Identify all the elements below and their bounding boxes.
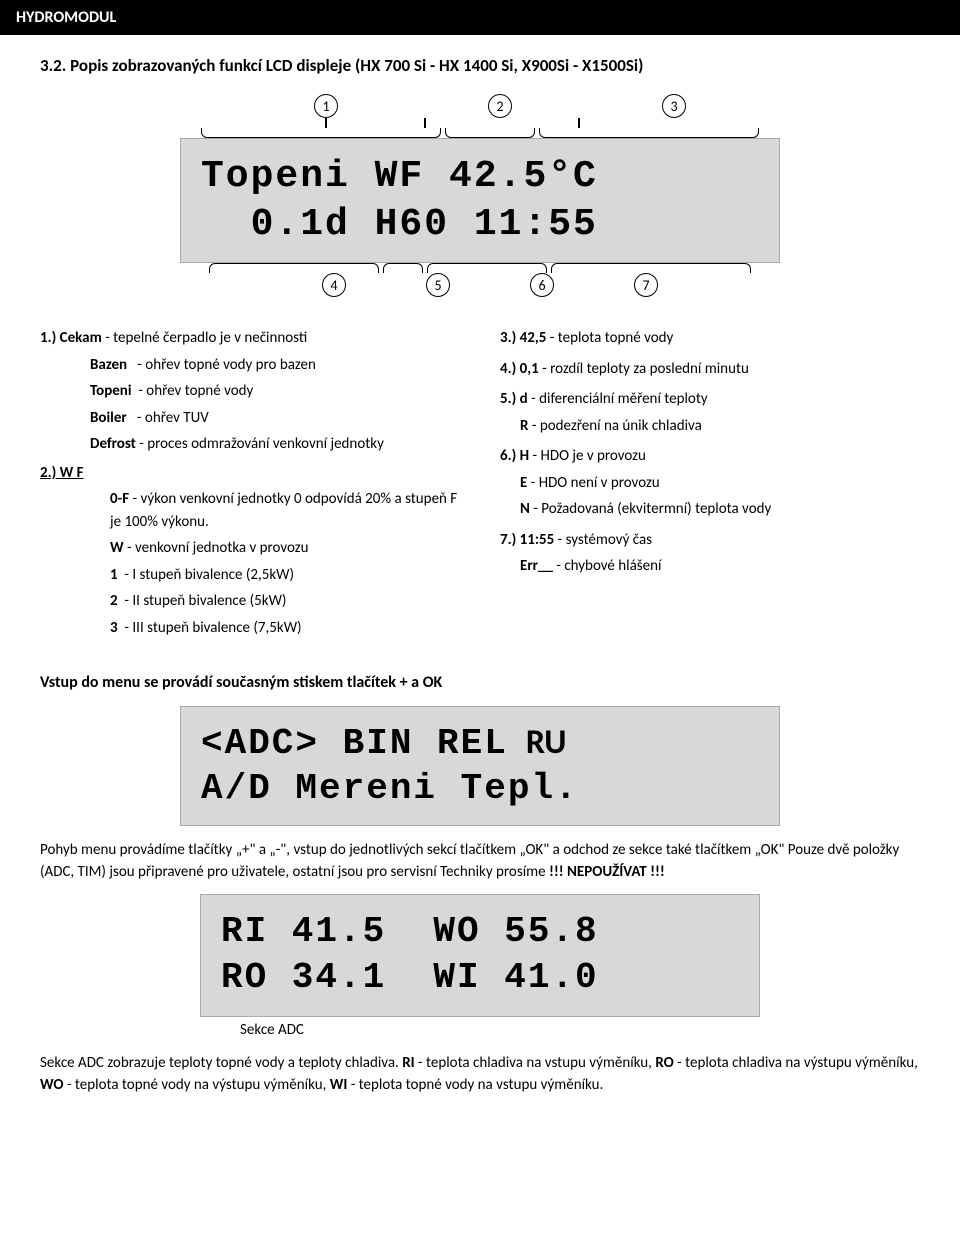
l-s1-d: - I stupeň bivalence (2,5kW) <box>124 566 294 584</box>
l-wf: 2.) W F <box>40 464 84 482</box>
r5b-d: - podezření na únik chladiva <box>532 417 702 435</box>
lcd2-ru: RU <box>526 722 567 765</box>
callout-6: 6 <box>530 273 554 297</box>
l-defrost-d: - proces odmražování venkovní jednotky <box>139 435 384 453</box>
menu-entry-note: Vstup do menu se provádí současným stisk… <box>40 673 920 692</box>
p2-ri: RI <box>402 1054 414 1072</box>
r4: 4.) 0,1 <box>500 360 539 378</box>
l-s1: 1 <box>110 566 118 584</box>
lcd-display-3: RI 41.5 WO 55.8 RO 34.1 WI 41.0 <box>200 894 760 1018</box>
menu-instructions: Pohyb menu provádíme tlačítky „+" a „-",… <box>40 840 920 884</box>
legend-left: 1.) Cekam - tepelné čerpadlo je v nečinn… <box>40 327 460 643</box>
p2-ro: RO <box>655 1054 673 1072</box>
lcd2-line2: A/D Mereni Tepl. <box>201 766 759 811</box>
p2c: - teplota chladiva na výstupu výměníku, <box>674 1054 918 1072</box>
l-s2-d: - II stupeň bivalence (5kW) <box>124 592 286 610</box>
callout-1: 1 <box>314 94 338 118</box>
l-bazen: Bazen <box>90 356 127 374</box>
p2-wo: WO <box>40 1076 64 1094</box>
r6c: N <box>520 500 530 518</box>
lcd1-line1: Topeni WF 42.5°C <box>201 153 759 201</box>
l-s3: 3 <box>110 619 118 637</box>
r4-d: - rozdíl teploty za poslední minutu <box>542 360 749 378</box>
para1-warn: !!! NEPOUŽÍVAT !!! <box>549 863 665 881</box>
legend-columns: 1.) Cekam - tepelné čerpadlo je v nečinn… <box>40 327 920 643</box>
lcd-display-1-wrap: 1 2 3 Topeni WF 42.5°C 0.1d H60 11:55 4 … <box>180 94 780 297</box>
p2-wi: WI <box>330 1076 348 1094</box>
content-area: 3.2. Popis zobrazovaných funkcí LCD disp… <box>0 35 960 1127</box>
l-of: 0-F <box>110 490 129 508</box>
r5-d: - diferenciální měření teploty <box>531 390 708 408</box>
r5: 5.) d <box>500 390 528 408</box>
callout-3: 3 <box>662 94 686 118</box>
r6b: E <box>520 474 527 492</box>
lcd-display-2-wrap: <ADC> BIN REL RU A/D Mereni Tepl. <box>180 706 780 826</box>
r6c-d: - Požadovaná (ekvitermní) teplota vody <box>533 500 771 518</box>
lcd-display-2: <ADC> BIN REL RU A/D Mereni Tepl. <box>180 706 780 826</box>
l-cekam: 1.) Cekam <box>40 329 102 347</box>
l-w: W <box>110 539 124 557</box>
l-boiler: Boiler <box>90 409 127 427</box>
l-cekam-d: - tepelné čerpadlo je v nečinnosti <box>105 329 307 347</box>
l-w-d: - venkovní jednotka v provozu <box>127 539 308 557</box>
p2d: - teplota topné vody na výstupu výměníku… <box>64 1076 330 1094</box>
lcd3-line2: RO 34.1 WI 41.0 <box>221 955 739 1002</box>
lcd1-line2: 0.1d H60 11:55 <box>201 201 759 249</box>
callout-7: 7 <box>634 273 658 297</box>
l-s3-d: - III stupeň bivalence (7,5kW) <box>124 619 301 637</box>
r7b: Err__ <box>520 557 553 575</box>
legend-right: 3.) 42,5 - teplota topné vody 4.) 0,1 - … <box>500 327 920 643</box>
r6: 6.) H <box>500 447 529 465</box>
r6b-d: - HDO není v provozu <box>531 474 660 492</box>
para1-text: Pohyb menu provádíme tlačítky „+" a „-",… <box>40 841 899 881</box>
r7: 7.) 11:55 <box>500 531 554 549</box>
r7b-d: - chybové hlášení <box>556 557 661 575</box>
p2e: - teplota topné vody na vstupu výměníku. <box>347 1076 603 1094</box>
l-topeni: Topeni <box>90 382 132 400</box>
l-s2: 2 <box>110 592 118 610</box>
header-bar: HYDROMODUL <box>0 0 960 35</box>
r6-d: - HDO je v provozu <box>533 447 646 465</box>
p2b: - teplota chladiva na vstupu výměníku, <box>415 1054 656 1072</box>
lcd3-line1: RI 41.5 WO 55.8 <box>221 909 739 956</box>
r3-d: - teplota topné vody <box>550 329 674 347</box>
lcd-display-1: Topeni WF 42.5°C 0.1d H60 11:55 <box>180 138 780 263</box>
callout-2: 2 <box>488 94 512 118</box>
l-defrost: Defrost <box>90 435 136 453</box>
l-of-d: - výkon venkovní jednotky 0 odpovídá 20%… <box>110 490 457 531</box>
section-title: 3.2. Popis zobrazovaných funkcí LCD disp… <box>40 55 920 76</box>
callout-5: 5 <box>426 273 450 297</box>
r5b: R <box>520 417 528 435</box>
l-topeni-d: - ohřev topné vody <box>138 382 253 400</box>
adc-description: Sekce ADC zobrazuje teploty topné vody a… <box>40 1053 920 1097</box>
l-bazen-d: - ohřev topné vody pro bazen <box>137 356 316 374</box>
callout-4: 4 <box>322 273 346 297</box>
r3: 3.) 42,5 <box>500 329 546 347</box>
l-boiler-d: - ohřev TUV <box>137 409 209 427</box>
sekce-adc-label: Sekce ADC <box>240 1021 920 1039</box>
r7-d: - systémový čas <box>558 531 652 549</box>
lcd2-line1: <ADC> BIN REL <box>201 721 508 766</box>
p2a: Sekce ADC zobrazuje teploty topné vody a… <box>40 1054 402 1072</box>
